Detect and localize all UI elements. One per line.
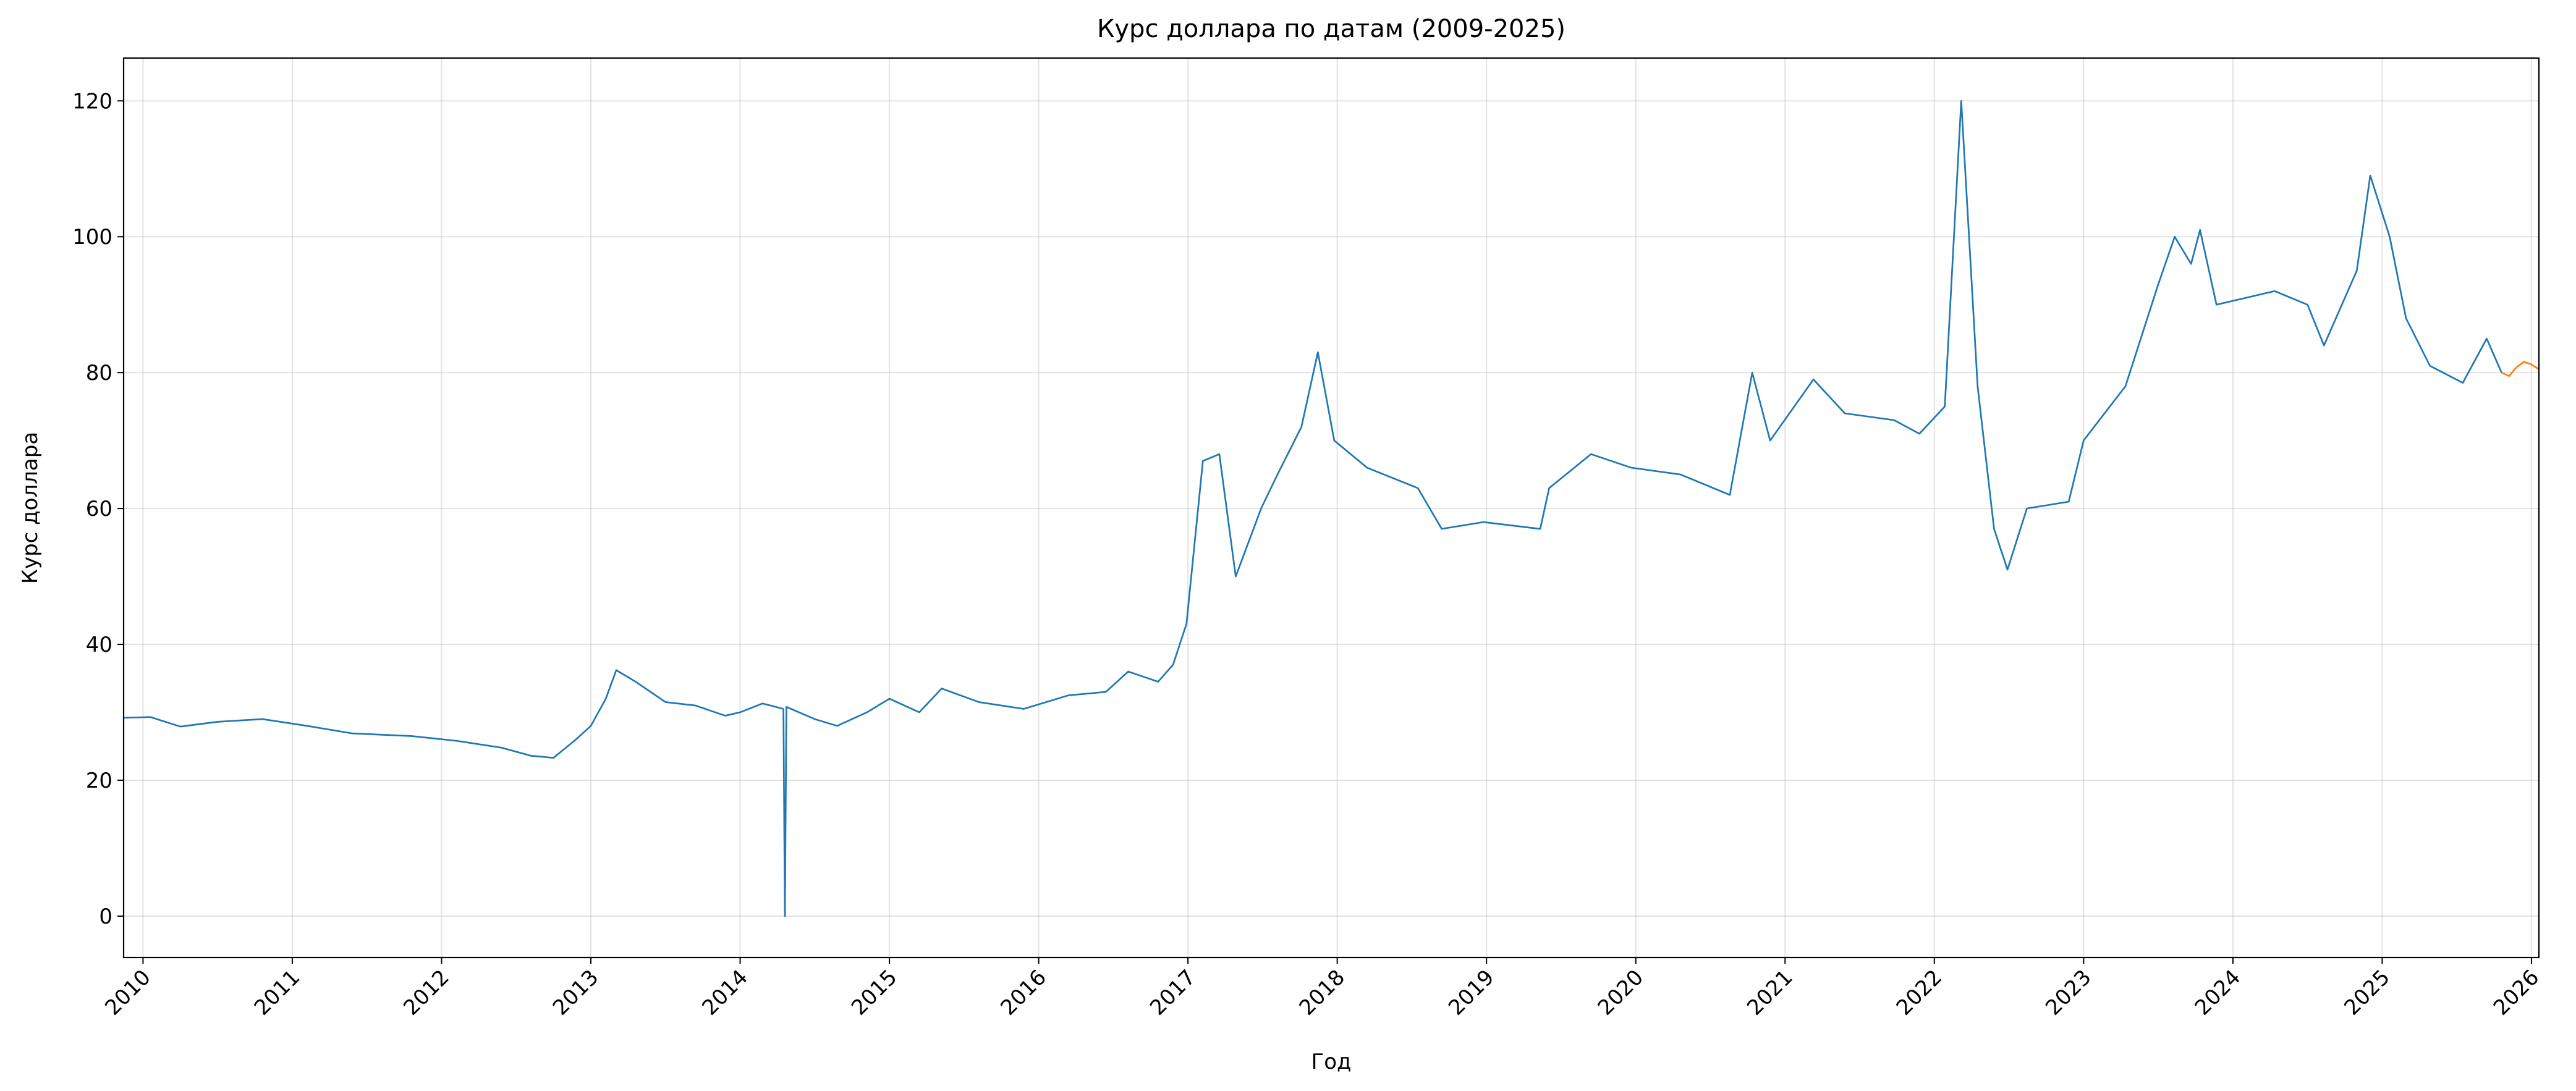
line-series [123, 99, 2502, 917]
y-tick-label: 20 [86, 769, 112, 793]
y-tick-label: 80 [86, 361, 112, 385]
x-tick-label: 2021 [1742, 965, 1797, 1020]
line-series [2501, 361, 2540, 377]
y-tick-label: 40 [86, 633, 112, 657]
x-tick-label: 2010 [100, 965, 155, 1020]
y-tick-label: 0 [99, 904, 112, 929]
x-tick-label: 2022 [1892, 965, 1947, 1020]
y-tick-label: 100 [72, 225, 112, 250]
x-tick-label: 2019 [1444, 965, 1499, 1020]
x-tick-label: 2017 [1145, 965, 1200, 1020]
x-tick-label: 2013 [548, 965, 603, 1020]
chart-title: Курс доллара по датам (2009-2025) [1097, 15, 1566, 43]
x-tick-label: 2011 [250, 965, 305, 1020]
x-tick-label: 2020 [1593, 965, 1648, 1020]
x-tick-label: 2024 [2190, 965, 2245, 1020]
y-axis-label: Курс доллара [18, 432, 43, 584]
x-tick-label: 2025 [2339, 965, 2394, 1020]
x-tick-label: 2014 [697, 965, 752, 1020]
x-tick-label: 2018 [1295, 965, 1350, 1020]
x-tick-label: 2023 [2041, 965, 2096, 1020]
x-axis-label: Год [1311, 1050, 1351, 1074]
y-tick-label: 60 [86, 497, 112, 521]
x-tick-label: 2016 [996, 965, 1051, 1020]
x-tick-label: 2015 [847, 965, 902, 1020]
x-tick-label: 2026 [2489, 965, 2544, 1020]
plot-frame [122, 57, 2540, 959]
y-tick-label: 120 [72, 89, 112, 114]
x-tick-label: 2012 [399, 965, 454, 1020]
